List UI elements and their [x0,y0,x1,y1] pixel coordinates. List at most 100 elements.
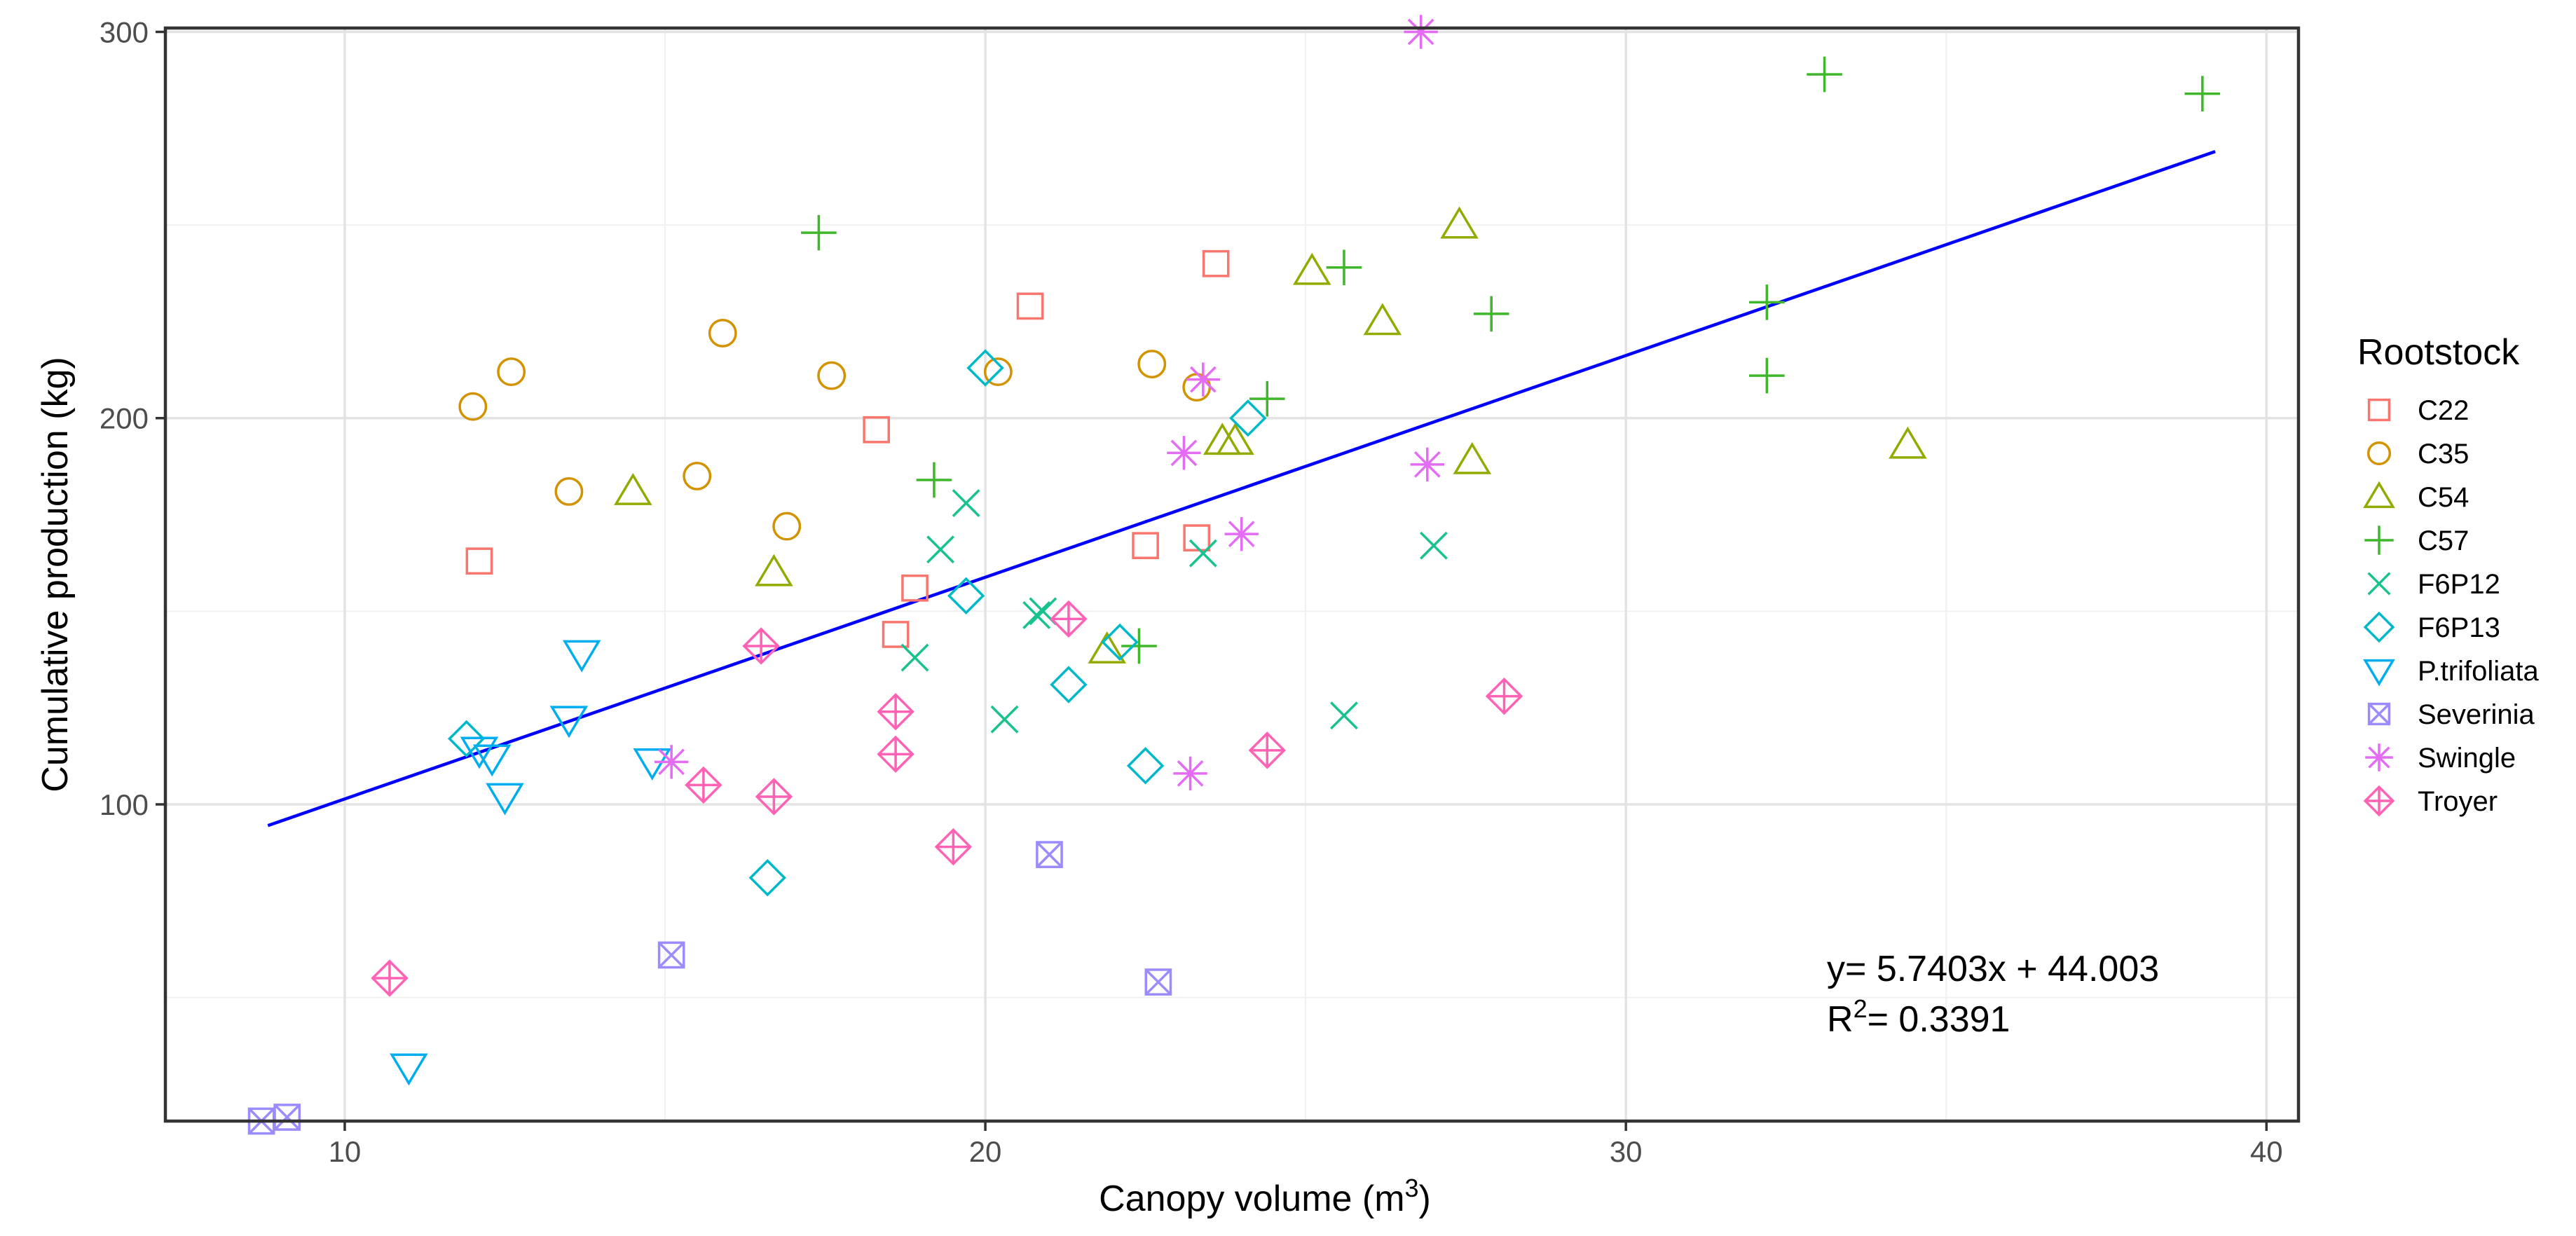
regression-equation: y= 5.7403x + 44.003 [1827,949,2159,989]
legend-label: F6P13 [2418,612,2500,643]
data-point-swingle [1186,362,1221,397]
x-tick-label: 20 [969,1135,1002,1168]
data-point-c54 [1440,206,1479,239]
data-point-c35 [497,357,526,387]
legend-item: F6P13 [2363,611,2500,643]
data-point-c54 [1216,423,1254,455]
y-axis-title: Cumulative production (kg) [35,357,76,792]
data-point-c57 [801,214,837,251]
data-point-c54 [1088,631,1127,664]
data-point-c35 [983,357,1013,387]
y-tick-label: 300 [100,16,149,49]
legend-marker [2367,702,2391,726]
data-point-c57 [1473,296,1509,332]
data-point-c54 [1889,426,1927,459]
legend-marker [2363,611,2395,643]
data-point-c22 [1016,292,1044,320]
legend-item: Troyer [2363,785,2498,817]
legend-marker [2365,743,2393,771]
data-point-f6p13 [1126,747,1165,785]
data-point-c54 [1292,252,1331,285]
data-point-c57 [1326,249,1362,286]
data-point-f6p13 [966,349,1004,387]
data-point-c35 [683,461,712,490]
legend-item: Swingle [2365,743,2516,774]
y-tick-label: 200 [100,402,149,435]
data-point-troyer [742,627,780,665]
data-point-troyer [371,959,409,997]
data-point-c54 [755,554,793,586]
data-point-c35 [1137,350,1167,379]
data-point-severinia [1036,841,1063,868]
data-point-c22 [863,416,891,444]
data-point-severinia [1144,968,1172,996]
data-point-f6p13 [748,859,786,897]
data-point-troyer [1485,677,1523,715]
data-point-f6p12 [926,535,955,564]
legend-item: C57 [2364,526,2469,556]
data-point-f6p12 [952,489,980,517]
x-tick-label: 40 [2250,1135,2283,1168]
regression-line [267,150,2216,828]
legend-item: P.trifoliata [2363,656,2539,687]
data-point-troyer [685,766,722,804]
legend-marker [2363,481,2395,509]
legend-marker [2363,785,2395,817]
legend-item: Severinia [2367,699,2535,730]
legend-marker [2366,441,2392,466]
data-point-severinia [657,941,685,969]
data-point-swingle [654,745,689,779]
legend-label: C22 [2418,395,2469,426]
data-point-c57 [916,462,952,498]
data-point-f6p12 [1420,531,1448,560]
data-point-c54 [1363,303,1402,336]
data-point-c22 [1132,532,1159,560]
data-point-c57 [1748,357,1785,394]
data-point-c57 [1121,628,1157,664]
axes: 10 20 30 40 100 200 300 [100,16,2283,1168]
data-point-swingle [1173,756,1207,791]
data-point-c57 [1807,56,1842,92]
data-point-c35 [817,361,847,390]
data-point-c57 [2184,76,2221,112]
legend-label: C35 [2418,439,2469,469]
data-point-f6p13 [1101,623,1139,661]
data-point-c57 [1249,380,1285,417]
legend-label: C57 [2418,526,2469,556]
data-point-f6p12 [900,643,929,672]
trendline-layer [267,150,2216,828]
r-squared-label: R2= 0.3391 [1827,994,2010,1040]
y-tick-label: 100 [100,788,149,821]
legend-marker [2367,572,2391,596]
data-point-f6p13 [447,720,486,757]
x-axis-title: Canopy volume (m3) [1099,1174,1431,1219]
data-point-f6p13 [947,577,985,614]
legend-label: Severinia [2418,699,2535,730]
data-point-troyer [877,735,914,774]
data-point-troyer [877,693,914,731]
data-point-swingle [1167,436,1201,470]
data-point-c22 [901,574,929,602]
data-point-p-trifoliata [633,748,672,781]
legend-item: C35 [2366,439,2469,469]
legend-marker [2367,398,2391,422]
data-point-f6p12 [1330,701,1358,730]
legend-label: P.trifoliata [2418,656,2539,687]
x-tick-label: 10 [329,1135,362,1168]
data-point-c54 [1453,441,1492,474]
data-point-swingle [1404,15,1438,49]
data-point-p-trifoliata [549,706,589,739]
legend-title: Rootstock [2357,332,2520,373]
legend-label: Troyer [2418,786,2498,817]
data-point-f6p12 [1022,600,1051,629]
legend-item: C54 [2363,481,2469,513]
legend: Rootstock C22 C35 C54 C57 F6P12 F6P13 P.trifol… [2357,332,2539,817]
gridlines [165,28,2298,1121]
legend-marker [2363,659,2395,687]
legend-item: C22 [2367,395,2469,426]
data-point-severinia [273,1104,301,1131]
legend-item: F6P12 [2367,569,2500,600]
data-point-f6p12 [990,705,1019,734]
